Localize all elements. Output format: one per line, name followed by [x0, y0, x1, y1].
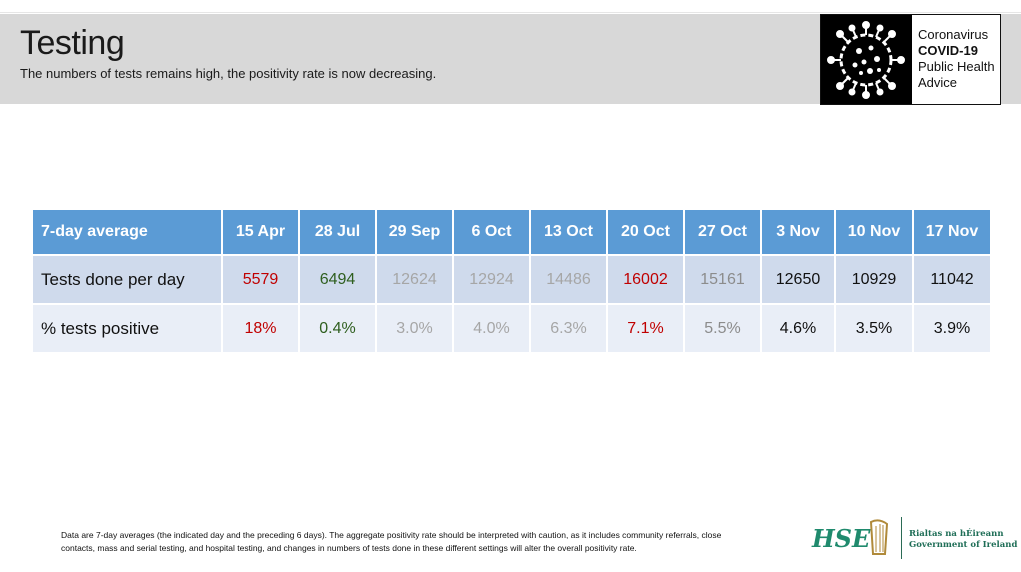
- logo-text: Coronavirus COVID-19 Public Health Advic…: [918, 27, 995, 91]
- table-cell: 0.4%: [299, 303, 377, 352]
- covid-advice-logo: Coronavirus COVID-19 Public Health Advic…: [820, 14, 1001, 105]
- table-cell: 6494: [299, 254, 377, 304]
- hse-logo: HSE: [812, 524, 871, 553]
- logo-line-covid: COVID-19: [918, 43, 978, 58]
- column-header: 29 Sep: [376, 210, 454, 255]
- logo-line-coronavirus: Coronavirus: [918, 27, 989, 42]
- table-cell: 3.5%: [835, 303, 914, 352]
- slide-header: Testing The numbers of tests remains hig…: [0, 14, 1021, 105]
- column-header: 13 Oct: [530, 210, 608, 255]
- table-cell: 4.0%: [453, 303, 531, 352]
- table-cell: 18%: [222, 303, 300, 352]
- table-cell: 11042: [913, 254, 990, 304]
- virus-icon: [821, 15, 912, 104]
- table-cell: 4.6%: [761, 303, 836, 352]
- column-header: 28 Jul: [299, 210, 377, 255]
- gov-line-english: Government of Ireland: [909, 540, 1018, 550]
- column-header: 6 Oct: [453, 210, 531, 255]
- government-of-ireland-logo: Rialtas na hÉireann Government of Irelan…: [909, 529, 1017, 551]
- table-row-tests: Tests done per day 5579 6494 12624 12924…: [33, 254, 990, 304]
- column-header: 10 Nov: [835, 210, 914, 255]
- table-cell: 7.1%: [607, 303, 685, 352]
- table-cell: 16002: [607, 254, 685, 304]
- row-label: % tests positive: [33, 303, 223, 352]
- page-subtitle: The numbers of tests remains high, the p…: [20, 66, 437, 81]
- table-cell: 12650: [761, 254, 836, 304]
- column-header: 7-day average: [33, 210, 223, 255]
- harp-icon: [867, 518, 891, 558]
- table-cell: 15161: [684, 254, 762, 304]
- logo-line-advice: Advice: [918, 75, 958, 90]
- column-header: 27 Oct: [684, 210, 762, 255]
- table-cell: 14486: [530, 254, 608, 304]
- table-cell: 6.3%: [530, 303, 608, 352]
- column-header: 3 Nov: [761, 210, 836, 255]
- footnote: Data are 7-day averages (the indicated d…: [61, 530, 722, 553]
- top-strip: [0, 0, 1021, 13]
- table-cell: 5.5%: [684, 303, 762, 352]
- page-title: Testing: [20, 24, 125, 62]
- table-cell: 12624: [376, 254, 454, 304]
- column-header: 17 Nov: [913, 210, 990, 255]
- table-cell: 5579: [222, 254, 300, 304]
- column-header: 20 Oct: [607, 210, 685, 255]
- table-row-positivity: % tests positive 18% 0.4% 3.0% 4.0% 6.3%…: [33, 303, 990, 352]
- row-label: Tests done per day: [33, 254, 223, 304]
- logo-line-public-health: Public Health: [918, 59, 995, 74]
- gov-divider: [901, 517, 902, 559]
- testing-table: 7-day average 15 Apr 28 Jul 29 Sep 6 Oct…: [33, 210, 990, 352]
- table-header-row: 7-day average 15 Apr 28 Jul 29 Sep 6 Oct…: [33, 210, 990, 255]
- gov-line-irish: Rialtas na hÉireann: [909, 529, 1004, 539]
- column-header: 15 Apr: [222, 210, 300, 255]
- table-cell: 12924: [453, 254, 531, 304]
- table-cell: 10929: [835, 254, 914, 304]
- table-cell: 3.9%: [913, 303, 990, 352]
- table-cell: 3.0%: [376, 303, 454, 352]
